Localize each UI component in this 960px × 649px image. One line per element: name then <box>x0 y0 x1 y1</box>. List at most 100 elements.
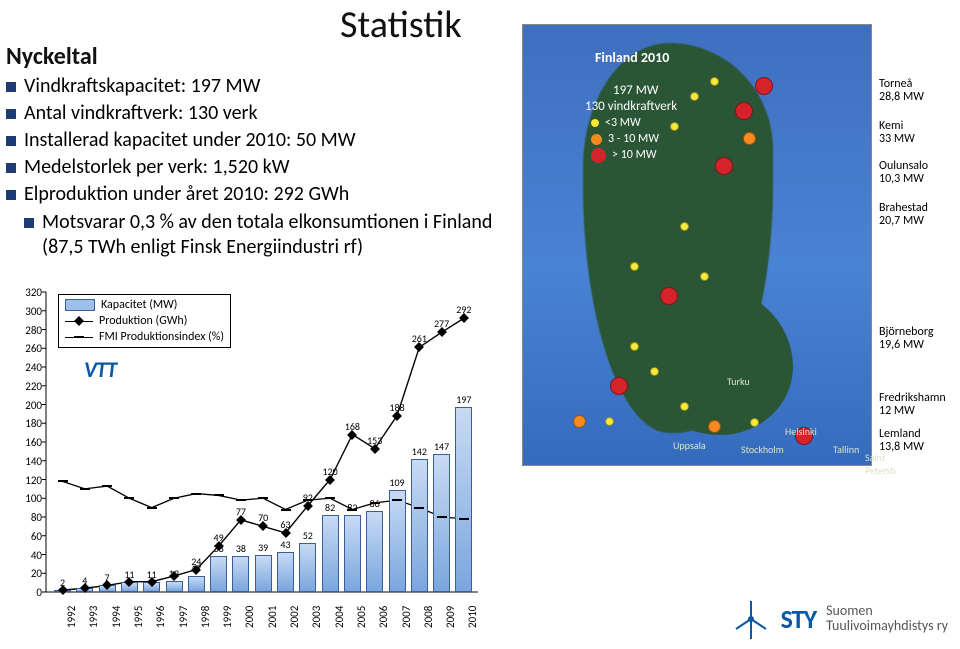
bar-label: 52 <box>297 529 319 542</box>
map-marker <box>630 342 639 351</box>
bar <box>411 459 428 592</box>
map-marker <box>660 287 678 305</box>
map-subtitle: 197 MW <box>613 83 658 98</box>
bar-label: 43 <box>275 538 297 551</box>
bar-label: 39 <box>252 541 274 554</box>
fmi-point <box>347 509 357 511</box>
bar-label: 197 <box>453 393 475 406</box>
map-marker <box>743 132 756 145</box>
prod-label: 49 <box>214 531 224 544</box>
map-city-label: Turku <box>727 375 750 388</box>
vtt-logo: VTT <box>84 356 116 383</box>
prod-label: 168 <box>345 420 360 433</box>
bar <box>299 543 316 592</box>
fmi-point <box>124 497 134 499</box>
sub-bullet: Motsvarar 0,3 % av den totala elkonsumti… <box>24 210 526 260</box>
map-marker <box>735 102 753 120</box>
map-callout: Lemland13,8 MW <box>878 428 925 454</box>
fmi-point <box>392 499 402 501</box>
map-title: Finland 2010 <box>595 49 669 66</box>
map-marker <box>650 367 659 376</box>
map-marker <box>700 272 709 281</box>
prod-label: 70 <box>258 511 268 524</box>
prod-label: 292 <box>456 303 471 316</box>
fmi-point <box>236 499 246 501</box>
page-title: Statistik <box>340 2 462 48</box>
map-marker <box>630 262 639 271</box>
fmi-point <box>214 494 224 496</box>
map-callout: Oulunsalo10,3 MW <box>878 160 929 186</box>
map-marker <box>573 415 586 428</box>
map-marker <box>710 77 719 86</box>
map-marker <box>670 122 679 131</box>
map-marker <box>715 157 733 175</box>
prod-label: 188 <box>389 401 404 414</box>
map-callout: Fredrikshamn12 MW <box>878 392 947 418</box>
x-axis: 1992199319941995199619971998199920002001… <box>46 598 478 634</box>
fmi-point <box>58 480 68 482</box>
bar <box>188 576 205 592</box>
bar <box>344 515 361 592</box>
bar-label: 142 <box>408 445 430 458</box>
bar <box>277 552 294 592</box>
map-city-label: Tallinn <box>833 443 859 456</box>
map-callout: Kemi33 MW <box>878 120 916 146</box>
map-marker <box>680 222 689 231</box>
map-marker <box>605 417 614 426</box>
bar <box>366 511 383 592</box>
map-marker <box>610 377 628 395</box>
prod-label: 24 <box>191 555 201 568</box>
fmi-point <box>437 516 447 518</box>
fmi-point <box>258 497 268 499</box>
prod-label: 120 <box>322 465 337 478</box>
chart-legend: Kapacitet (MW)Produktion (GWh)FMI Produk… <box>58 294 231 348</box>
fmi-point <box>459 518 469 520</box>
fmi-point <box>414 507 424 509</box>
map-city-label: Helsinki <box>785 425 817 438</box>
fmi-point <box>281 509 291 511</box>
bar <box>455 407 472 592</box>
map-legend: <3 MW3 - 10 MW> 10 MW <box>591 115 659 163</box>
fmi-point <box>303 499 313 501</box>
bullet: Vindkraftskapacitet: 197 MW <box>6 74 526 99</box>
fmi-point <box>169 497 179 499</box>
bar-label: 82 <box>319 501 341 514</box>
fmi-point <box>102 485 112 487</box>
logo-abbr: STY <box>781 603 816 635</box>
map-marker <box>708 420 721 433</box>
fmi-point <box>191 493 201 495</box>
map-marker <box>750 418 759 427</box>
bar <box>255 555 272 592</box>
bar <box>389 490 406 592</box>
bullet: Antal vindkraftverk: 130 verk <box>6 101 526 126</box>
bullet: Installerad kapacitet under 2010: 50 MW <box>6 128 526 153</box>
turbine-icon <box>731 599 771 639</box>
bar <box>433 454 450 592</box>
capacity-production-chart: 0204060801001201401601802002202402602803… <box>6 288 486 638</box>
prod-label: 261 <box>412 332 427 345</box>
bar <box>322 515 339 592</box>
section-heading: Nyckeltal <box>6 42 98 71</box>
map-marker <box>755 77 773 95</box>
bar <box>210 556 227 592</box>
fmi-point <box>80 488 90 490</box>
map-callout: Brahestad20,7 MW <box>878 202 929 228</box>
fmi-point <box>325 497 335 499</box>
logo-text: SuomenTuulivoimayhdistys ry <box>826 604 948 633</box>
prod-label: 77 <box>236 505 246 518</box>
bar <box>232 556 249 592</box>
finland-map: Finland 2010 197 MW 130 vindkraftverk <3… <box>522 24 872 466</box>
bar <box>166 581 183 592</box>
bar-label: 147 <box>431 440 453 453</box>
map-callout: Torneå28,8 MW <box>878 78 925 104</box>
bullet: Medelstorlek per verk: 1,520 kW <box>6 155 526 180</box>
map-marker <box>690 92 699 101</box>
key-figures-list: Vindkraftskapacitet: 197 MWAntal vindkra… <box>6 74 526 262</box>
bullet: Elproduktion under året 2010: 292 GWhMot… <box>6 182 526 260</box>
map-city-label: Uppsala <box>673 439 706 452</box>
prod-label: 277 <box>434 317 449 330</box>
map-marker <box>680 402 689 411</box>
prod-label: 92 <box>303 491 313 504</box>
map-city-label: Saint Petersb <box>865 451 896 477</box>
bar-label: 109 <box>386 476 408 489</box>
